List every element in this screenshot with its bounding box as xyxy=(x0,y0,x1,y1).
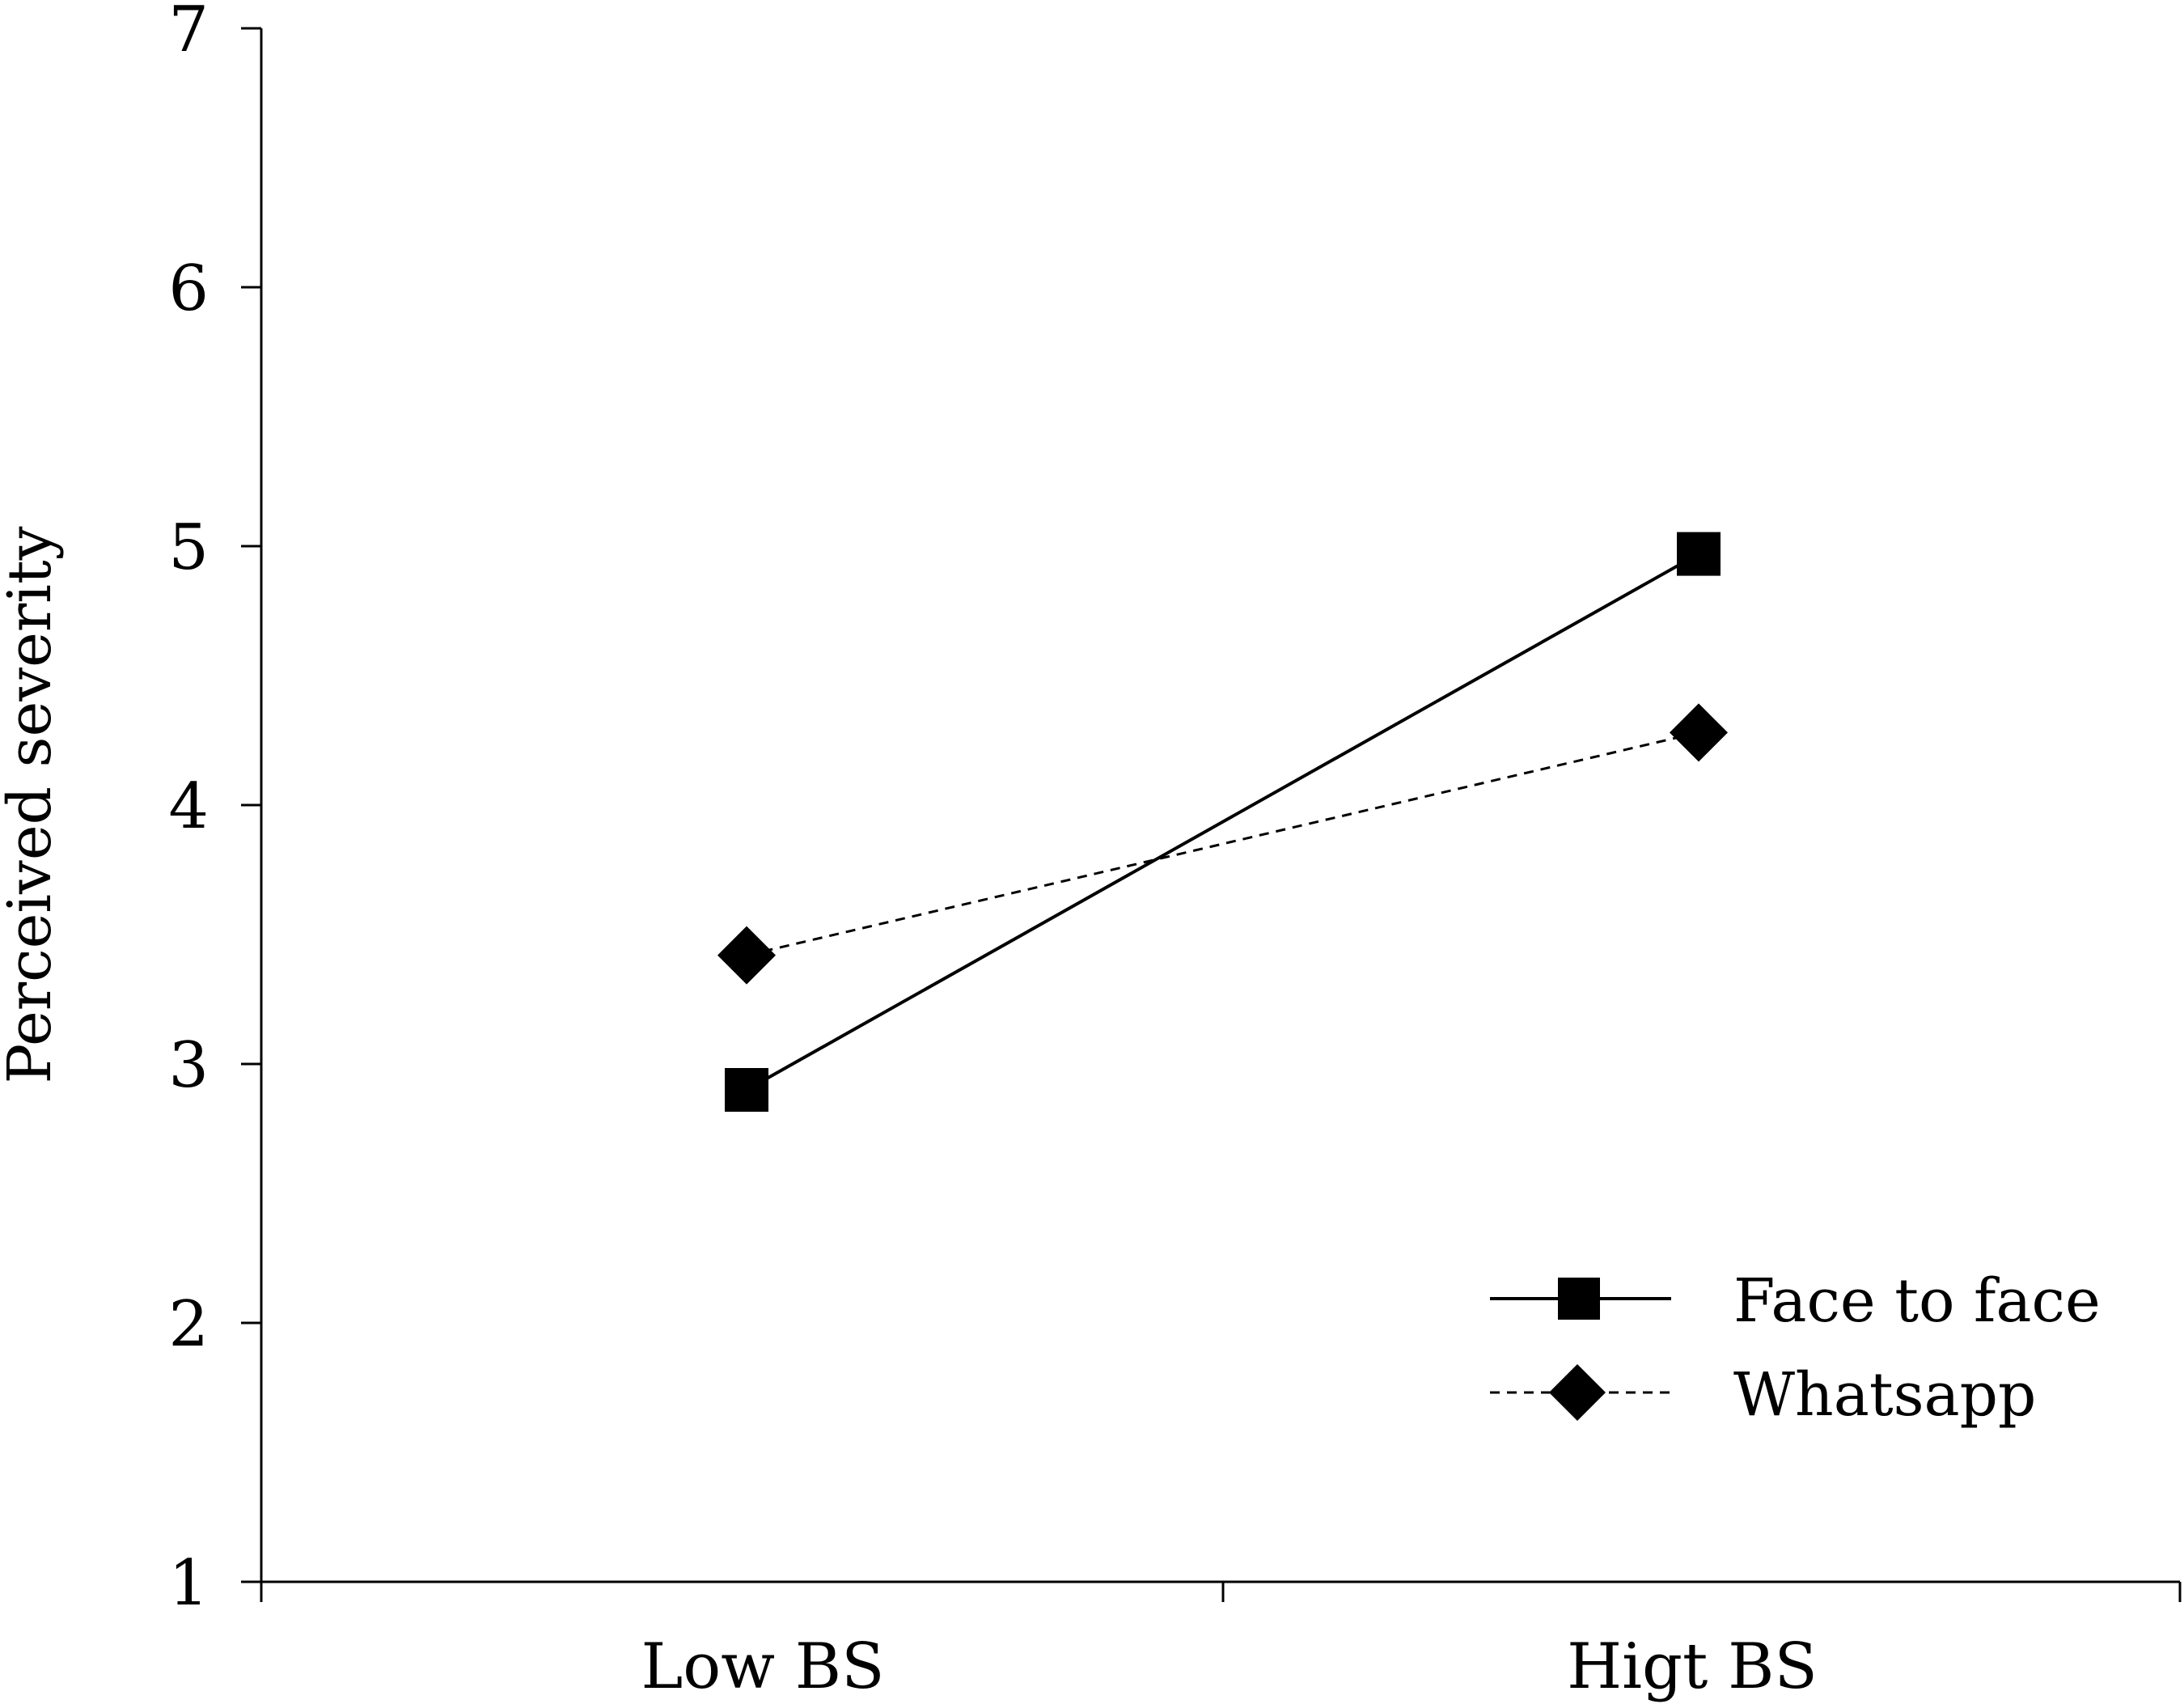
y-ticks: 1 2 3 4 5 6 7 xyxy=(168,0,261,1620)
data-point-whatsapp-low-bs xyxy=(717,926,776,985)
legend-diamond-marker xyxy=(1549,1364,1606,1421)
series-layer xyxy=(717,532,1728,1112)
data-point-face-to-face-low-bs xyxy=(725,1068,768,1112)
x-tick-label-high-bs: Higt BS xyxy=(1567,1630,1818,1703)
legend-label-whatsapp: Whatsapp xyxy=(1733,1360,2036,1430)
y-tick-label: 5 xyxy=(168,511,209,584)
series-line-face-to-face xyxy=(746,552,1699,1091)
y-tick-label: 1 xyxy=(168,1547,209,1620)
legend-label-face-to-face: Face to face xyxy=(1733,1266,2101,1336)
y-axis-title: Perceived severity xyxy=(0,526,65,1083)
data-point-face-to-face-high-bs xyxy=(1677,532,1721,576)
y-tick-label: 4 xyxy=(168,770,209,843)
y-tick-label: 2 xyxy=(168,1288,209,1361)
y-tick-label: 7 xyxy=(168,0,209,66)
data-point-whatsapp-high-bs xyxy=(1670,703,1728,762)
x-tick-label-low-bs: Low BS xyxy=(641,1630,884,1703)
series-line-whatsapp xyxy=(746,731,1699,957)
legend-square-marker xyxy=(1558,1278,1600,1320)
y-tick-label: 6 xyxy=(168,252,209,325)
legend: Face to face Whatsapp xyxy=(1490,1266,2101,1430)
y-tick-label: 3 xyxy=(168,1029,209,1102)
